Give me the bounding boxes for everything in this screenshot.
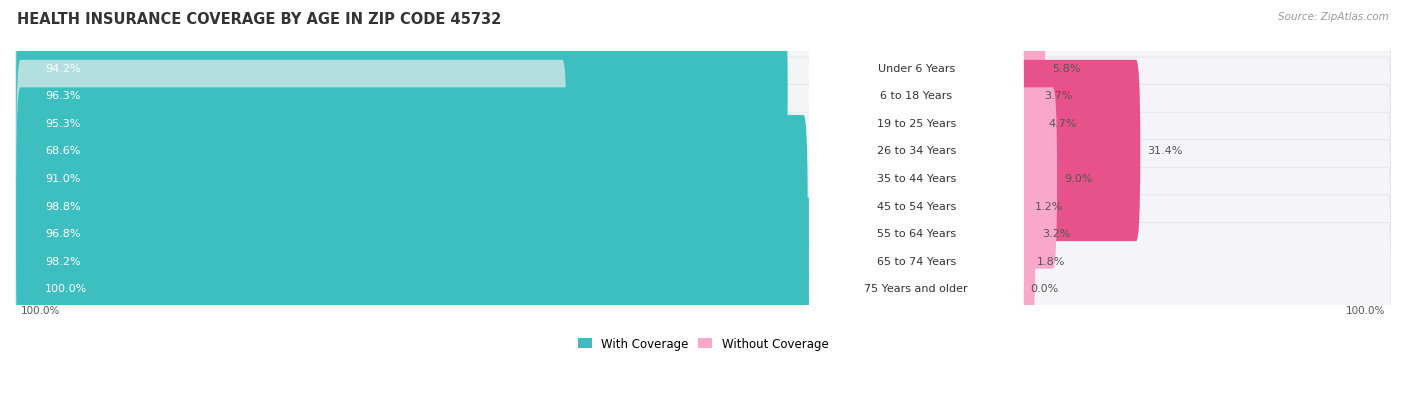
FancyBboxPatch shape [15, 223, 1391, 354]
FancyBboxPatch shape [15, 3, 1391, 134]
FancyBboxPatch shape [17, 33, 780, 214]
FancyBboxPatch shape [808, 198, 1024, 379]
Text: 31.4%: 31.4% [1147, 146, 1182, 156]
FancyBboxPatch shape [17, 6, 787, 187]
FancyBboxPatch shape [17, 88, 745, 269]
Text: 35 to 44 Years: 35 to 44 Years [877, 173, 956, 184]
Text: 6 to 18 Years: 6 to 18 Years [880, 91, 952, 101]
Text: HEALTH INSURANCE COVERAGE BY AGE IN ZIP CODE 45732: HEALTH INSURANCE COVERAGE BY AGE IN ZIP … [17, 12, 501, 27]
Text: 3.2%: 3.2% [1042, 228, 1071, 239]
FancyBboxPatch shape [1015, 143, 1035, 324]
Legend: With Coverage, Without Coverage: With Coverage, Without Coverage [572, 332, 834, 355]
Text: 0.0%: 0.0% [1031, 284, 1059, 294]
Text: 91.0%: 91.0% [45, 173, 80, 184]
Text: 68.6%: 68.6% [45, 146, 80, 156]
FancyBboxPatch shape [15, 140, 1391, 272]
Text: 1.8%: 1.8% [1038, 256, 1066, 266]
Text: 19 to 25 Years: 19 to 25 Years [877, 119, 956, 128]
FancyBboxPatch shape [17, 143, 792, 324]
FancyBboxPatch shape [808, 116, 1024, 297]
FancyBboxPatch shape [1015, 6, 1038, 187]
FancyBboxPatch shape [808, 6, 1024, 187]
FancyBboxPatch shape [17, 0, 770, 159]
FancyBboxPatch shape [1015, 61, 1140, 242]
FancyBboxPatch shape [1015, 33, 1040, 214]
Text: 75 Years and older: 75 Years and older [865, 284, 969, 294]
FancyBboxPatch shape [808, 143, 1024, 324]
FancyBboxPatch shape [808, 0, 1024, 159]
Text: 100.0%: 100.0% [45, 284, 87, 294]
FancyBboxPatch shape [15, 113, 1391, 244]
FancyBboxPatch shape [15, 85, 1391, 217]
Text: 100.0%: 100.0% [1346, 305, 1385, 315]
Text: 100.0%: 100.0% [21, 305, 60, 315]
FancyBboxPatch shape [1015, 88, 1057, 269]
Text: 95.3%: 95.3% [45, 119, 80, 128]
FancyBboxPatch shape [15, 168, 1391, 299]
FancyBboxPatch shape [1015, 171, 1031, 351]
FancyBboxPatch shape [15, 195, 1391, 327]
Text: 45 to 54 Years: 45 to 54 Years [877, 201, 956, 211]
FancyBboxPatch shape [17, 61, 567, 242]
Text: 96.8%: 96.8% [45, 228, 80, 239]
FancyBboxPatch shape [17, 198, 817, 379]
FancyBboxPatch shape [808, 88, 1024, 269]
Text: 3.7%: 3.7% [1045, 91, 1073, 101]
FancyBboxPatch shape [808, 171, 1024, 351]
Text: 94.2%: 94.2% [45, 64, 82, 74]
FancyBboxPatch shape [808, 33, 1024, 214]
FancyBboxPatch shape [808, 61, 1024, 242]
FancyBboxPatch shape [1015, 116, 1028, 297]
Text: 1.2%: 1.2% [1035, 201, 1063, 211]
Text: Source: ZipAtlas.com: Source: ZipAtlas.com [1278, 12, 1389, 22]
FancyBboxPatch shape [1015, 0, 1045, 159]
Text: 98.8%: 98.8% [45, 201, 82, 211]
Text: 26 to 34 Years: 26 to 34 Years [877, 146, 956, 156]
Text: 98.2%: 98.2% [45, 256, 82, 266]
Text: 55 to 64 Years: 55 to 64 Years [877, 228, 956, 239]
Text: 65 to 74 Years: 65 to 74 Years [877, 256, 956, 266]
Text: 4.7%: 4.7% [1047, 119, 1077, 128]
Text: Under 6 Years: Under 6 Years [877, 64, 955, 74]
FancyBboxPatch shape [15, 31, 1391, 162]
Text: 9.0%: 9.0% [1064, 173, 1092, 184]
FancyBboxPatch shape [17, 171, 803, 351]
FancyBboxPatch shape [17, 116, 807, 297]
Text: 96.3%: 96.3% [45, 91, 80, 101]
Text: 5.8%: 5.8% [1052, 64, 1080, 74]
FancyBboxPatch shape [15, 58, 1391, 189]
